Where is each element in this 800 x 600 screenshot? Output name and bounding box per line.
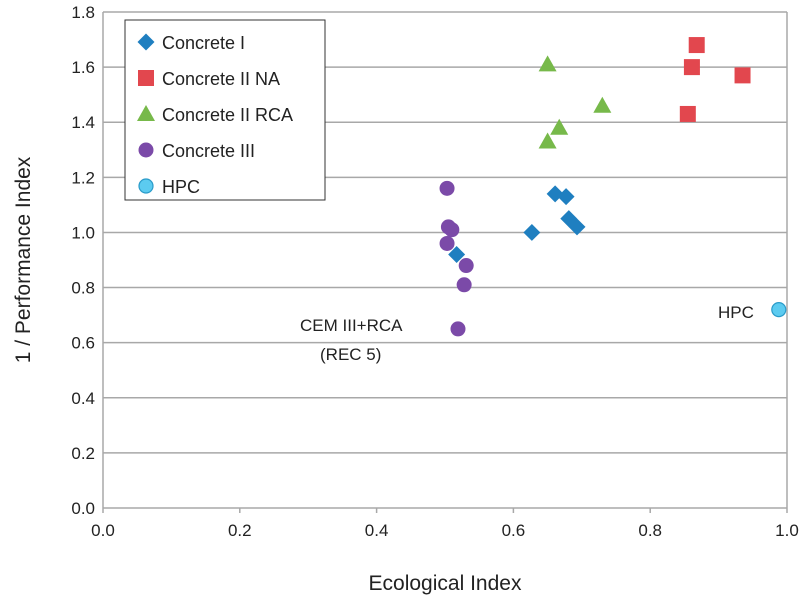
x-tick-label: 0.0 bbox=[91, 521, 115, 540]
y-tick-label: 0.8 bbox=[71, 279, 95, 298]
x-tick-label: 1.0 bbox=[775, 521, 799, 540]
legend-label: HPC bbox=[162, 177, 200, 197]
data-point-concrete-iii bbox=[458, 258, 474, 274]
x-tick-label: 0.4 bbox=[365, 521, 389, 540]
legend-marker bbox=[138, 70, 154, 86]
y-tick-label: 1.4 bbox=[71, 113, 95, 132]
data-point-concrete-ii-rca bbox=[538, 55, 557, 72]
y-tick-label: 1.8 bbox=[71, 3, 95, 22]
data-point-concrete-iii bbox=[439, 180, 455, 196]
legend-label: Concrete I bbox=[162, 33, 245, 53]
y-tick-label: 0.0 bbox=[71, 499, 95, 518]
legend-label: Concrete II RCA bbox=[162, 105, 293, 125]
y-tick-label: 0.6 bbox=[71, 334, 95, 353]
y-tick-label: 0.2 bbox=[71, 444, 95, 463]
x-tick-label: 0.2 bbox=[228, 521, 252, 540]
annotation-hpc: HPC bbox=[718, 303, 754, 322]
x-tick-label: 0.6 bbox=[502, 521, 526, 540]
legend-box bbox=[124, 19, 326, 201]
legend-marker bbox=[138, 178, 154, 194]
legend-marker bbox=[137, 105, 155, 121]
legend-label: Concrete II NA bbox=[162, 69, 280, 89]
y-axis-label: 1 / Performance Index bbox=[12, 156, 35, 363]
data-point-concrete-ii-rca bbox=[593, 96, 612, 113]
data-point-concrete-iii bbox=[456, 277, 472, 293]
y-tick-label: 1.2 bbox=[71, 168, 95, 187]
y-tick-label: 1.6 bbox=[71, 58, 95, 77]
legend-marker bbox=[138, 142, 154, 158]
data-point-concrete-ii-na bbox=[683, 59, 700, 76]
data-point-concrete-ii-rca bbox=[550, 118, 569, 135]
legend-label: Concrete III bbox=[162, 141, 255, 161]
legend: Concrete I Concrete II NA Concrete II RCA C… bbox=[124, 19, 326, 201]
y-tick-label: 1.0 bbox=[71, 223, 95, 242]
data-point-concrete-i bbox=[448, 246, 466, 263]
data-point-concrete-iii bbox=[450, 321, 466, 337]
data-point-concrete-iii bbox=[439, 235, 455, 251]
data-point-concrete-iii bbox=[444, 222, 460, 238]
data-point-concrete-i bbox=[568, 218, 586, 236]
data-point-concrete-ii-na bbox=[688, 37, 705, 54]
x-tick-label: 0.8 bbox=[638, 521, 662, 540]
annotation-cem-iii-rca: CEM III+RCA bbox=[300, 316, 403, 335]
x-axis-label: Ecological Index bbox=[369, 572, 522, 595]
y-tick-label: 0.4 bbox=[71, 389, 95, 408]
data-point-concrete-i bbox=[557, 188, 575, 206]
data-point-concrete-ii-rca bbox=[538, 132, 557, 149]
annotation-rec-5: (REC 5) bbox=[320, 345, 381, 364]
data-point-concrete-i bbox=[523, 223, 541, 241]
data-point-hpc bbox=[771, 302, 787, 318]
data-point-concrete-ii-na bbox=[679, 105, 696, 122]
data-point-concrete-ii-na bbox=[734, 67, 751, 84]
